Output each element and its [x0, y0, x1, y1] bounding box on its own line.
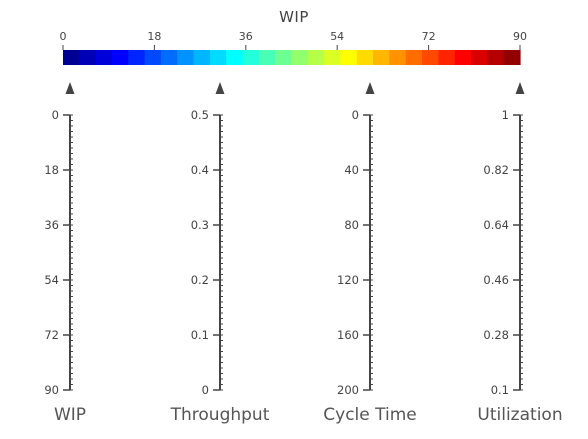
axis-tick-label: 54: [44, 273, 59, 287]
axis-label-utilization: Utilization: [477, 405, 563, 425]
axis-label-wip: WIP: [53, 405, 87, 425]
axis-tick-label: 0.4: [191, 163, 209, 177]
axis-tick-label: 90: [44, 383, 59, 397]
axis-tick-label: 1: [502, 108, 509, 122]
colorbar-segment: [389, 50, 407, 65]
colorbar-segment: [95, 50, 113, 65]
colorbar-segment: [503, 50, 521, 65]
axis-tick-label: 0.82: [483, 163, 509, 177]
colorbar-segment: [111, 50, 129, 65]
colorbar-segment: [373, 50, 391, 65]
colorbar-segment: [422, 50, 439, 65]
colorbar-segment: [144, 50, 162, 65]
axis-tick-label: 160: [337, 328, 359, 342]
axis-range-handle-icon: [365, 82, 375, 94]
colorbar-segment: [340, 50, 358, 65]
axis-tick-label: 0.1: [191, 328, 209, 342]
axis-tick-label: 0: [52, 108, 59, 122]
colorbar-segment: [63, 50, 80, 65]
axis-range-handle-icon: [215, 82, 225, 94]
colorbar-segment: [128, 50, 146, 65]
colorbar-tick-label: 90: [513, 30, 527, 43]
axis-tick-label: 0.2: [191, 273, 209, 287]
axis-tick-label: 0: [352, 108, 359, 122]
colorbar-segment: [258, 50, 276, 65]
colorbar-segment: [275, 50, 293, 65]
axis-tick-label: 0: [202, 383, 209, 397]
axis-label-throughput: Throughput: [170, 405, 270, 425]
axis-range-handle-icon: [65, 82, 75, 94]
axis-tick-label: 200: [337, 383, 359, 397]
colorbar-segment: [242, 50, 260, 65]
colorbar-segment: [79, 50, 97, 65]
colorbar-tick-label: 36: [239, 30, 253, 43]
axis-tick-label: 0.46: [483, 273, 509, 287]
colorbar-segment: [177, 50, 195, 65]
axis-tick-label: 0.1: [491, 383, 509, 397]
axis-tick-label: 18: [44, 163, 59, 177]
colorbar-segment: [405, 50, 423, 65]
axis-tick-label: 120: [337, 273, 359, 287]
axis-tick-label: 0.5: [191, 108, 209, 122]
colorbar-tick-label: 72: [422, 30, 436, 43]
colorbar-segment: [291, 50, 309, 65]
colorbar-segment: [471, 50, 488, 65]
axis-tick-label: 0.28: [483, 328, 509, 342]
colorbar-title: WIP: [279, 8, 309, 26]
axis-tick-label: 40: [344, 163, 359, 177]
axis-tick-label: 0.64: [483, 218, 509, 232]
colorbar-segment: [193, 50, 211, 65]
axis-tick-label: 80: [344, 218, 359, 232]
colorbar-segment: [209, 50, 227, 65]
colorbar-segment: [356, 50, 374, 65]
colorbar-segment: [160, 50, 178, 65]
colorbar-tick-label: 0: [60, 30, 67, 43]
colorbar-segment: [487, 50, 505, 65]
colorbar-segment: [454, 50, 472, 65]
colorbar-segment: [324, 50, 342, 65]
axis-tick-label: 0.3: [191, 218, 209, 232]
colorbar-segment: [307, 50, 325, 65]
colorbar-tick-label: 18: [147, 30, 161, 43]
axis-tick-label: 36: [44, 218, 59, 232]
axis-label-cycle-time: Cycle Time: [323, 405, 417, 425]
colorbar-tick-label: 54: [330, 30, 344, 43]
colorbar-segment: [438, 50, 456, 65]
axis-range-handle-icon: [515, 82, 525, 94]
colorbar-segment: [226, 50, 244, 65]
axis-tick-label: 72: [44, 328, 59, 342]
